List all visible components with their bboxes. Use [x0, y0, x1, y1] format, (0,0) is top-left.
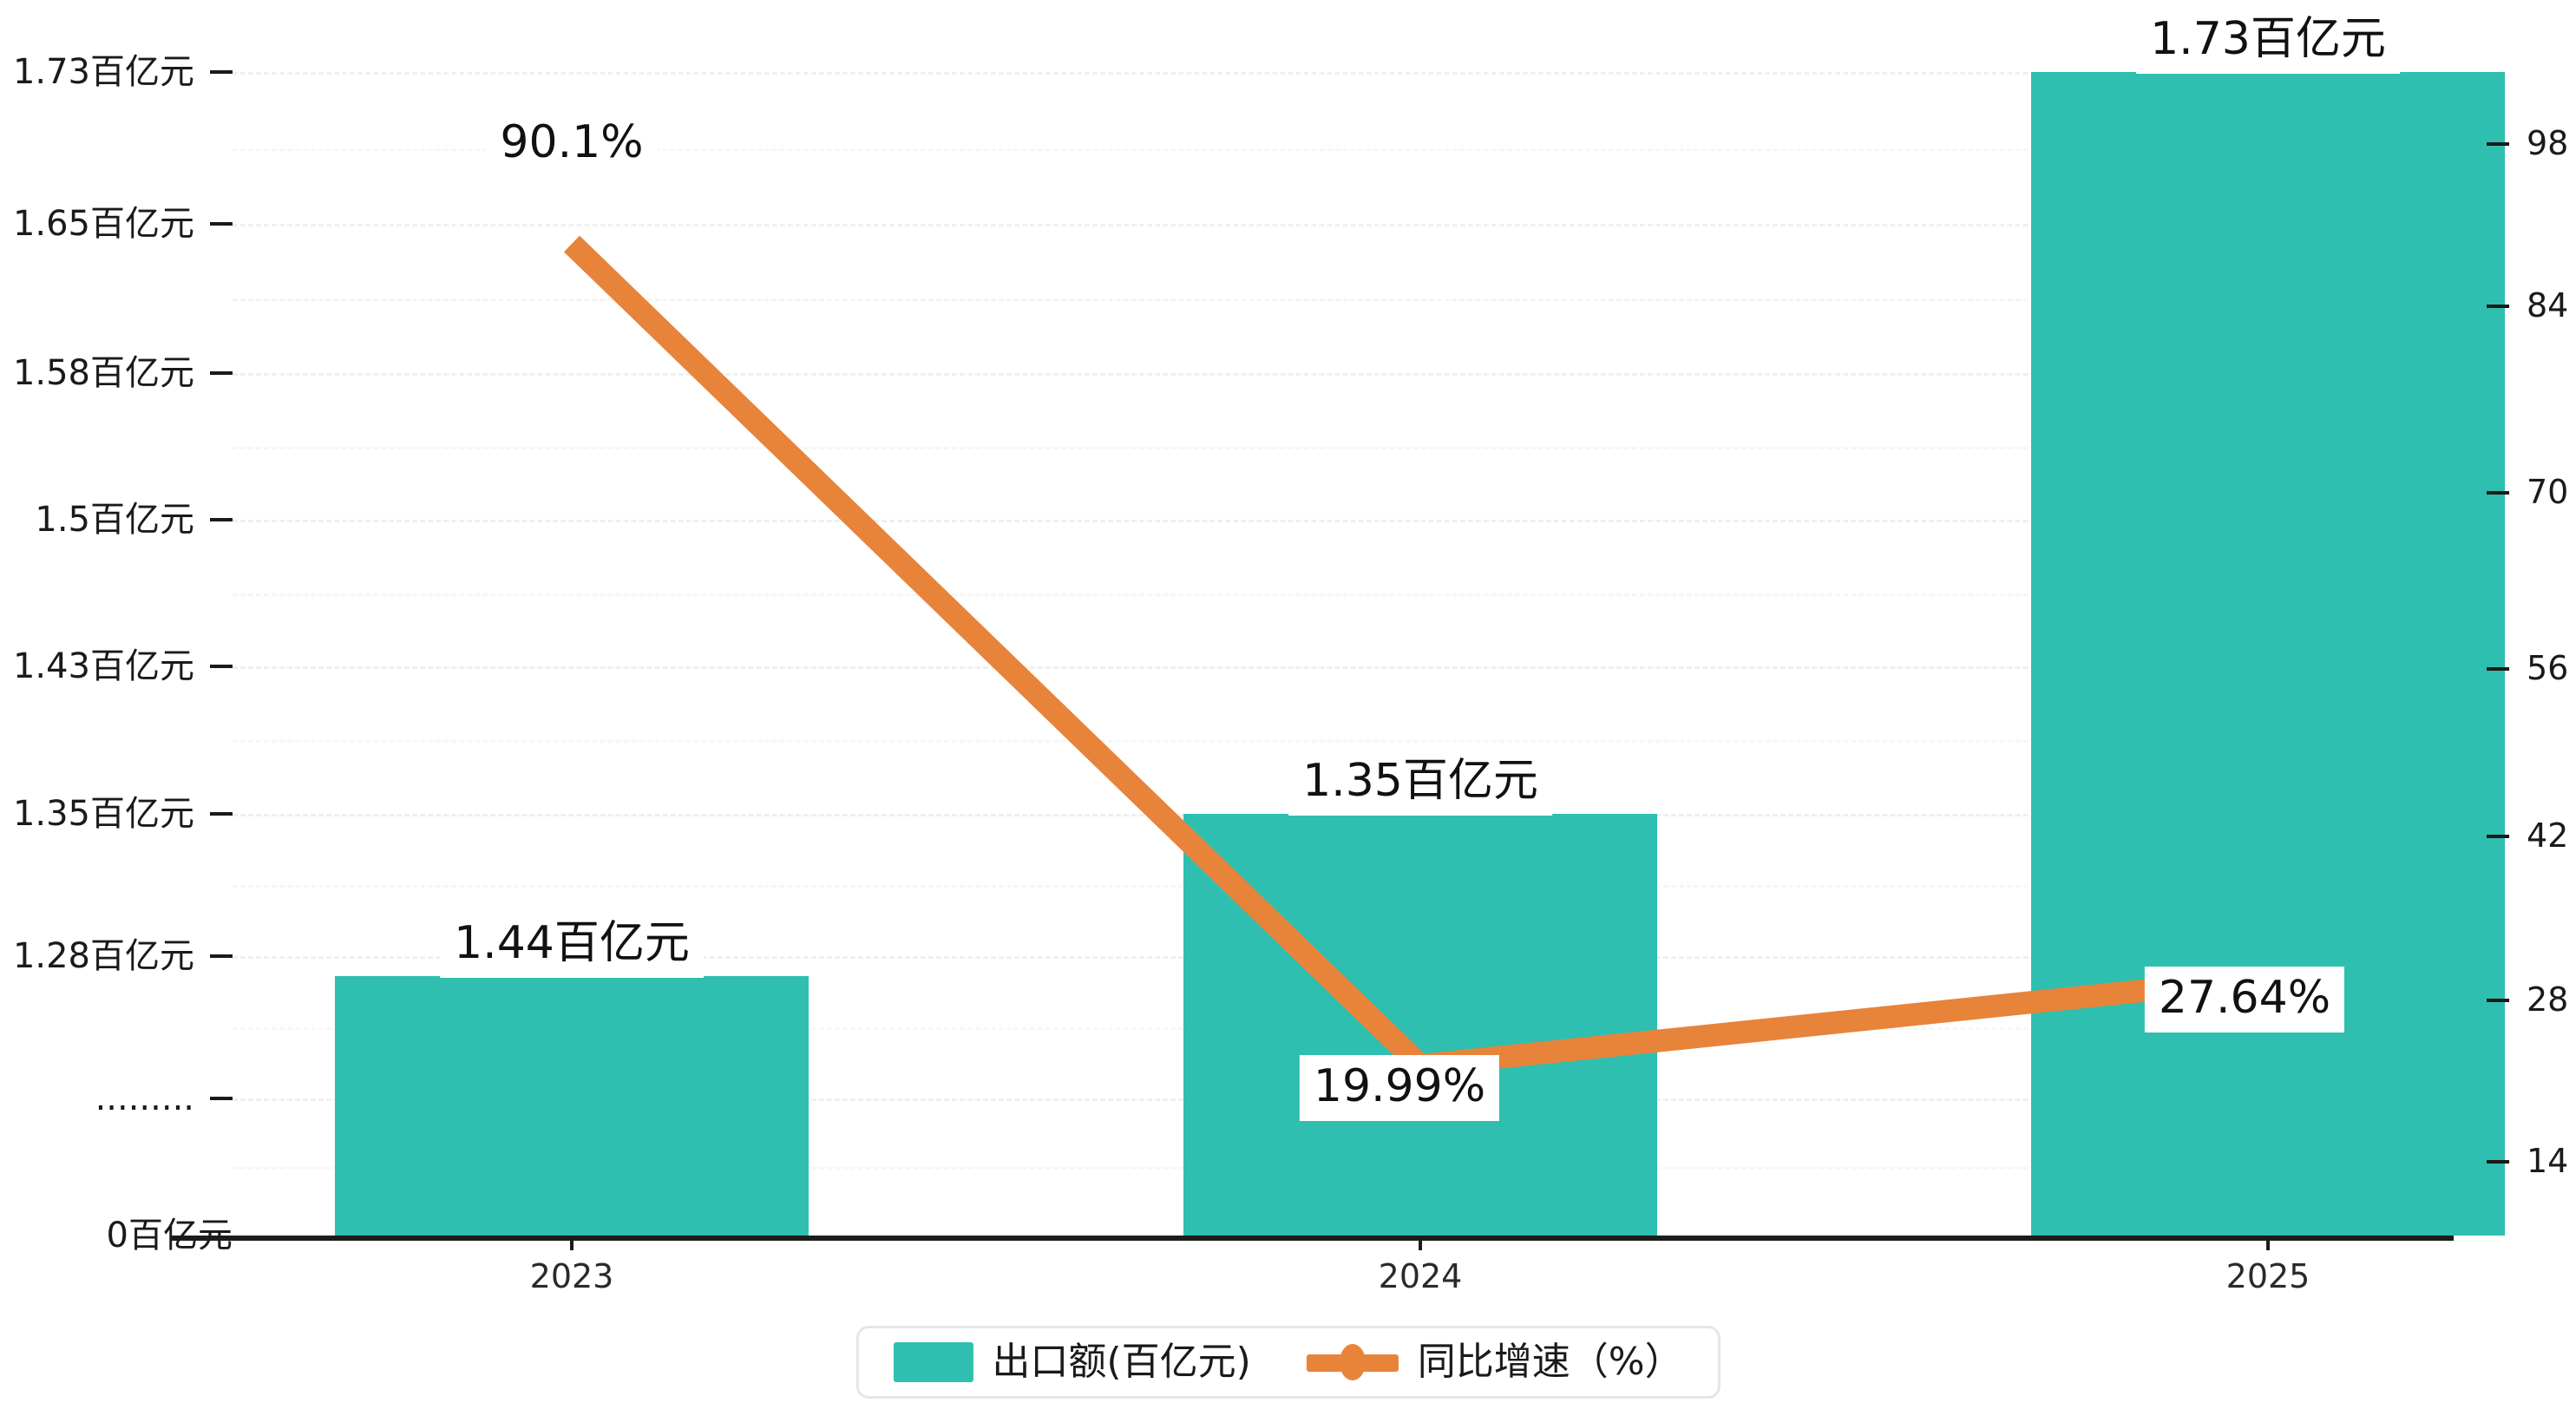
left-axis-tick-label: 1.65百亿元 — [0, 206, 233, 241]
tick-dash-icon — [210, 371, 233, 375]
left-axis-tick-label: ......... — [0, 1081, 233, 1116]
bar-2024[interactable] — [1183, 814, 1657, 1236]
legend-label: 出口额(百亿元) — [992, 1340, 1251, 1384]
tick-dash-icon — [210, 812, 233, 816]
left-axis-tick-label: 1.28百亿元 — [0, 939, 233, 974]
right-axis-tick-label: 98 — [2487, 127, 2568, 160]
tick-text: ......... — [95, 1078, 194, 1118]
right-axis-tick-label: 14 — [2487, 1144, 2568, 1177]
x-axis-tick-mark — [2266, 1238, 2270, 1250]
bar-value-label-2023: 1.44百亿元 — [440, 912, 704, 978]
bar-value-label-2025: 1.73百亿元 — [2136, 8, 2400, 74]
x-axis-stub — [170, 1236, 234, 1241]
legend-item-1[interactable]: 出口额(百亿元) — [893, 1340, 1251, 1384]
tick-text: 56 — [2527, 649, 2569, 687]
left-axis-tick-label: 0百亿元 — [0, 1218, 233, 1253]
bars-layer — [335, 72, 2505, 1236]
tick-text: 1.28百亿元 — [12, 936, 194, 976]
right-axis-tick-label: 42 — [2487, 819, 2568, 852]
tick-dash-icon — [210, 70, 233, 74]
gridline — [233, 224, 2450, 226]
tick-dash-icon — [2487, 304, 2509, 308]
right-axis-tick-label: 56 — [2487, 652, 2568, 685]
tick-text: 1.73百亿元 — [12, 52, 194, 92]
legend-bar-swatch-icon — [893, 1342, 973, 1382]
left-axis-tick-label: 1.58百亿元 — [0, 356, 233, 390]
legend-line-swatch-icon — [1306, 1342, 1399, 1382]
tick-text: 14 — [2527, 1142, 2569, 1180]
gridline-minor — [233, 148, 2450, 151]
gridline — [233, 72, 2450, 75]
left-axis-tick-label: 1.43百亿元 — [0, 649, 233, 684]
bar-2023[interactable] — [335, 976, 809, 1236]
tick-text: 1.58百亿元 — [12, 353, 194, 393]
tick-text: 42 — [2527, 816, 2569, 855]
x-axis-tick-mark — [570, 1238, 574, 1250]
tick-text: 1.5百亿元 — [35, 500, 194, 540]
tick-dash-icon — [2487, 998, 2509, 1002]
line-value-label-2023: 90.1% — [486, 111, 658, 177]
tick-dash-icon — [210, 1097, 233, 1100]
line-value-label-2024: 19.99% — [1299, 1055, 1500, 1121]
tick-text: 1.43百亿元 — [12, 646, 194, 686]
x-axis-label-2024: 2024 — [1378, 1257, 1463, 1295]
x-axis-label-2023: 2023 — [529, 1257, 614, 1295]
right-axis-tick-label: 84 — [2487, 289, 2568, 322]
left-axis-tick-label: 1.35百亿元 — [0, 796, 233, 831]
legend-item-2[interactable]: 同比增速（%） — [1306, 1340, 1683, 1384]
tick-text: 1.65百亿元 — [12, 204, 194, 244]
tick-text: 28 — [2527, 980, 2569, 1019]
tick-text: 84 — [2527, 286, 2569, 324]
tick-dash-icon — [2487, 1159, 2509, 1164]
x-axis-tick-mark — [1419, 1238, 1422, 1250]
left-axis-tick-label: 1.73百亿元 — [0, 55, 233, 89]
right-axis-tick-label: 28 — [2487, 983, 2568, 1016]
x-axis-label-2025: 2025 — [2225, 1257, 2311, 1295]
tick-dash-icon — [2487, 834, 2509, 838]
bar-value-label-2024: 1.35百亿元 — [1288, 750, 1552, 816]
tick-dash-icon — [210, 954, 233, 958]
tick-dash-icon — [2487, 666, 2509, 671]
tick-text: 1.35百亿元 — [12, 794, 194, 834]
tick-text: 70 — [2527, 473, 2569, 511]
tick-dash-icon — [210, 518, 233, 521]
tick-dash-icon — [2487, 490, 2509, 495]
legend-marker-dot-icon — [1339, 1344, 1366, 1380]
tick-dash-icon — [2487, 141, 2509, 146]
left-axis-tick-label: 1.5百亿元 — [0, 502, 233, 537]
tick-dash-icon — [210, 222, 233, 226]
right-axis-tick-label: 70 — [2487, 475, 2568, 508]
line-value-label-2025: 27.64% — [2144, 967, 2345, 1032]
x-axis-line — [233, 1236, 2454, 1241]
legend-label: 同比增速（%） — [1417, 1340, 1683, 1384]
tick-text: 0百亿元 — [106, 1216, 233, 1255]
tick-text: 98 — [2527, 124, 2569, 162]
tick-dash-icon — [210, 665, 233, 668]
chart-legend[interactable]: 出口额(百亿元) 同比增速（%） — [855, 1326, 1721, 1399]
bar-2025[interactable] — [2031, 72, 2505, 1236]
